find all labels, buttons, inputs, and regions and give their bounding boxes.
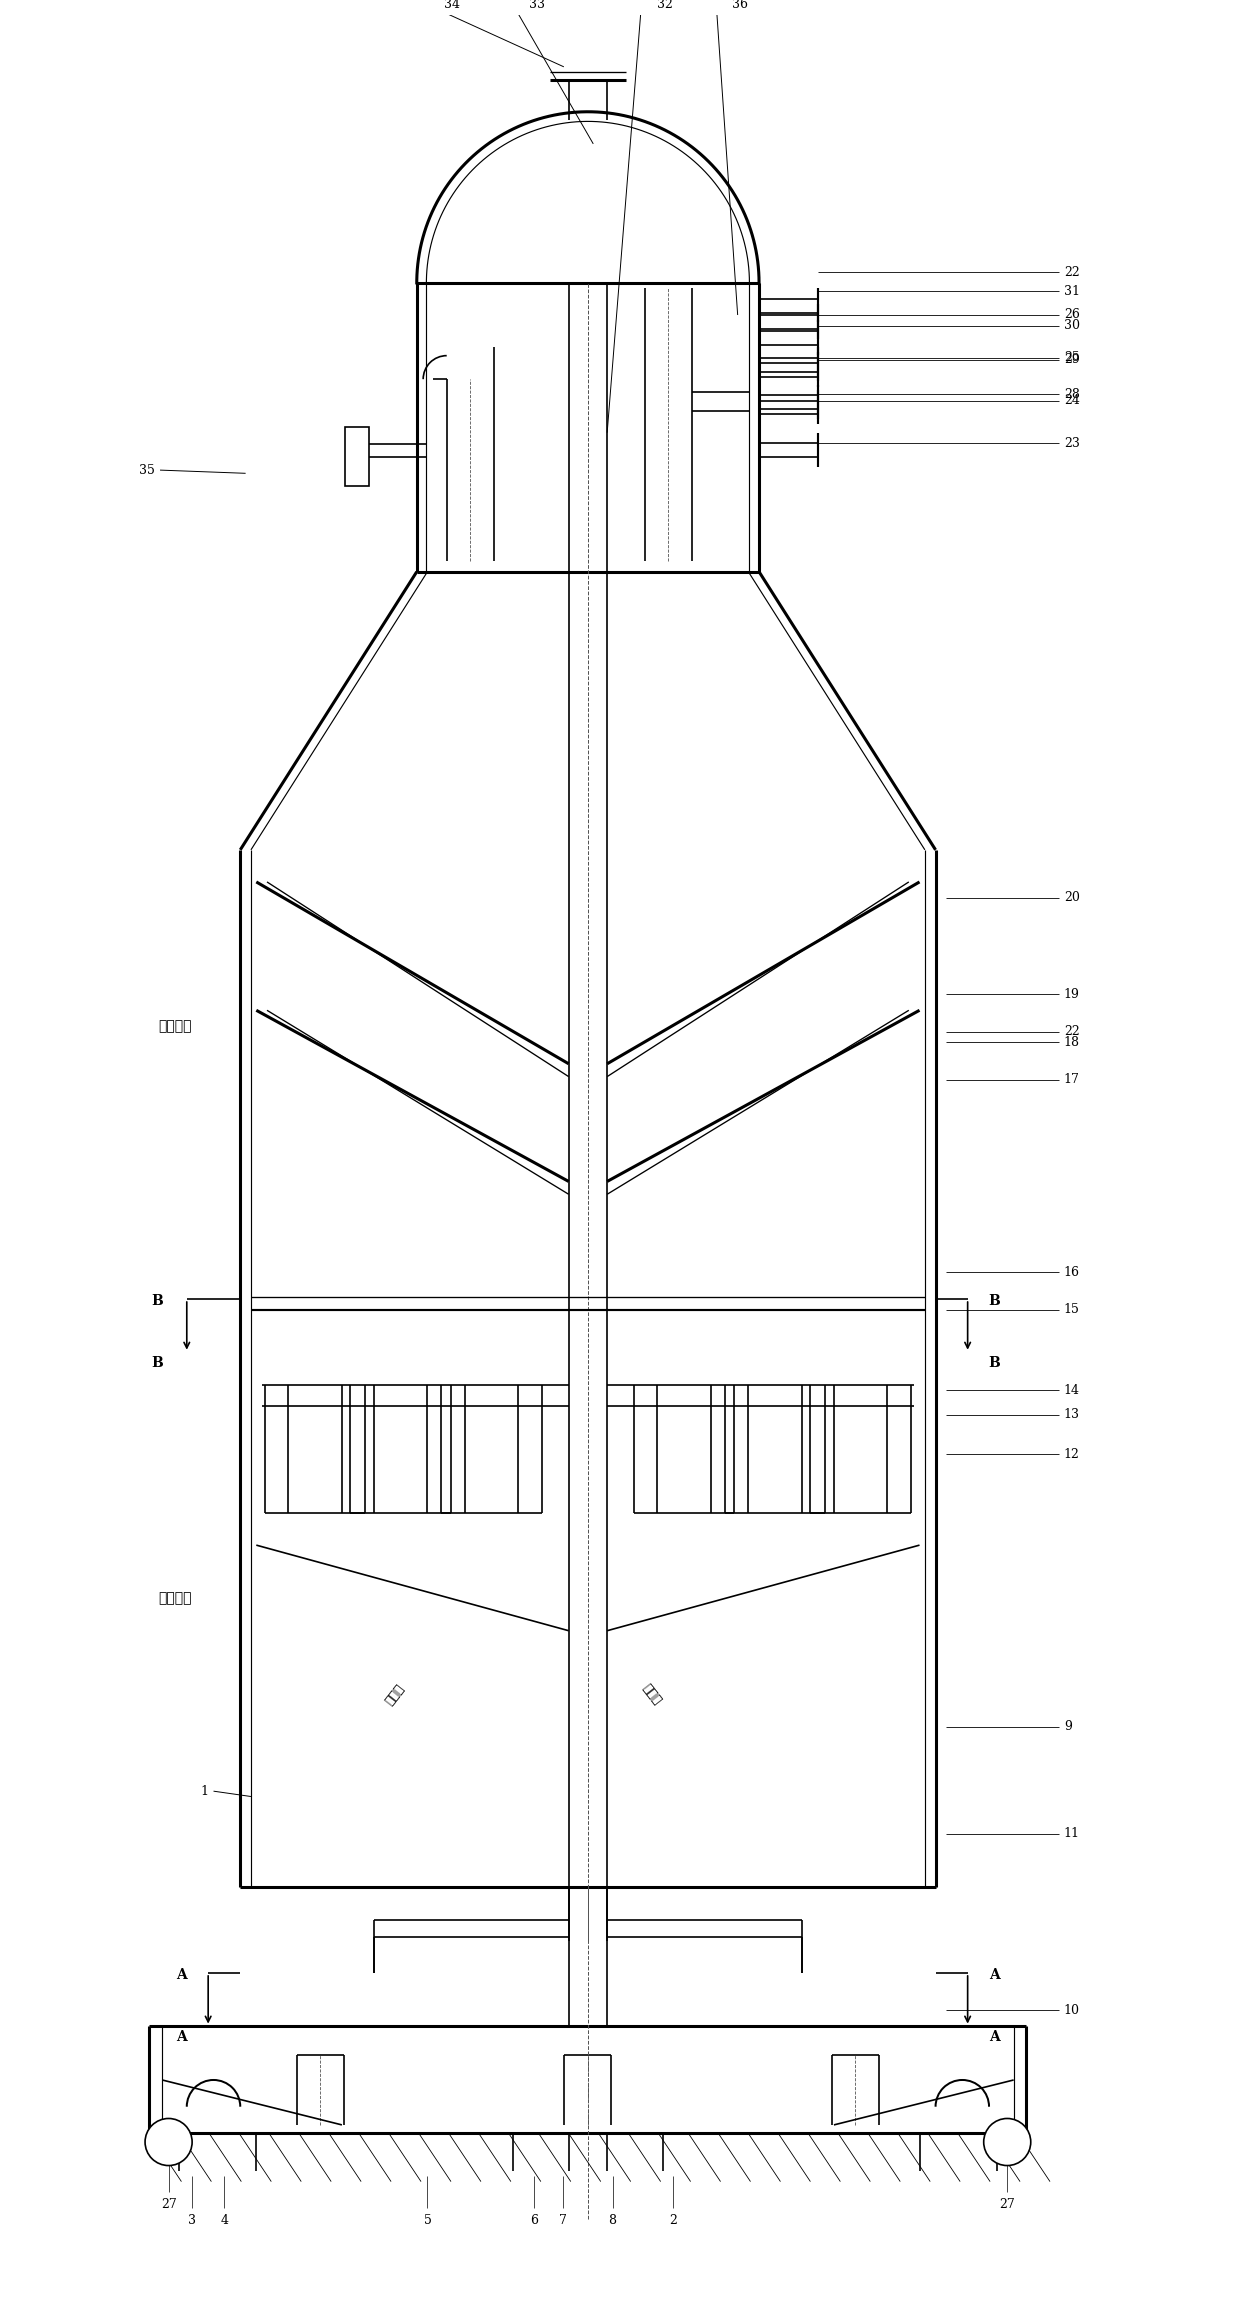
Circle shape (145, 2119, 192, 2165)
Text: 15: 15 (1064, 1304, 1080, 1315)
Text: 11: 11 (1064, 1827, 1080, 1841)
Circle shape (983, 2119, 1030, 2165)
Text: 29: 29 (1064, 354, 1080, 366)
Text: 酸化液: 酸化液 (383, 1681, 408, 1707)
Text: 32: 32 (657, 0, 673, 12)
Text: 36: 36 (733, 0, 748, 12)
Text: 酸化液: 酸化液 (640, 1681, 665, 1707)
Text: 8: 8 (609, 2214, 616, 2226)
Text: 上反应区: 上反应区 (159, 1019, 192, 1033)
Text: 10: 10 (1064, 2003, 1080, 2017)
Text: 2: 2 (670, 2214, 677, 2226)
Text: 22: 22 (1064, 266, 1080, 278)
Text: 20: 20 (1064, 892, 1080, 906)
Text: A: A (990, 1969, 999, 1982)
Text: B: B (151, 1357, 162, 1371)
Text: 1: 1 (200, 1786, 208, 1797)
Text: 5: 5 (424, 2214, 432, 2226)
Text: 27: 27 (999, 2198, 1016, 2212)
Text: 34: 34 (444, 0, 460, 12)
Text: 7: 7 (559, 2214, 567, 2226)
Text: B: B (988, 1295, 1001, 1309)
Text: 16: 16 (1064, 1267, 1080, 1278)
Text: 27: 27 (161, 2198, 176, 2212)
Text: B: B (988, 1357, 1001, 1371)
Text: 26: 26 (1064, 308, 1080, 322)
Text: 33: 33 (529, 0, 546, 12)
Text: 19: 19 (1064, 987, 1080, 1001)
Text: 31: 31 (1064, 285, 1080, 299)
Text: B: B (151, 1295, 162, 1309)
Text: A: A (176, 1969, 187, 1982)
Text: 14: 14 (1064, 1383, 1080, 1397)
Text: 24: 24 (1064, 394, 1080, 408)
Bar (345, 428, 368, 486)
Text: 30: 30 (1064, 320, 1080, 331)
Text: 35: 35 (139, 463, 155, 477)
Text: 4: 4 (221, 2214, 228, 2226)
Text: 23: 23 (1064, 438, 1080, 449)
Text: 13: 13 (1064, 1408, 1080, 1422)
Text: 28: 28 (1064, 387, 1080, 401)
Text: 17: 17 (1064, 1072, 1080, 1086)
Text: 9: 9 (1064, 1721, 1071, 1732)
Text: A: A (990, 2031, 999, 2045)
Text: 下反应区: 下反应区 (159, 1591, 192, 1605)
Text: 18: 18 (1064, 1035, 1080, 1049)
Text: 25: 25 (1064, 352, 1080, 364)
Text: 3: 3 (188, 2214, 196, 2226)
Text: 22: 22 (1064, 1026, 1080, 1038)
Text: A: A (176, 2031, 187, 2045)
Text: 12: 12 (1064, 1448, 1080, 1461)
Text: 6: 6 (531, 2214, 538, 2226)
